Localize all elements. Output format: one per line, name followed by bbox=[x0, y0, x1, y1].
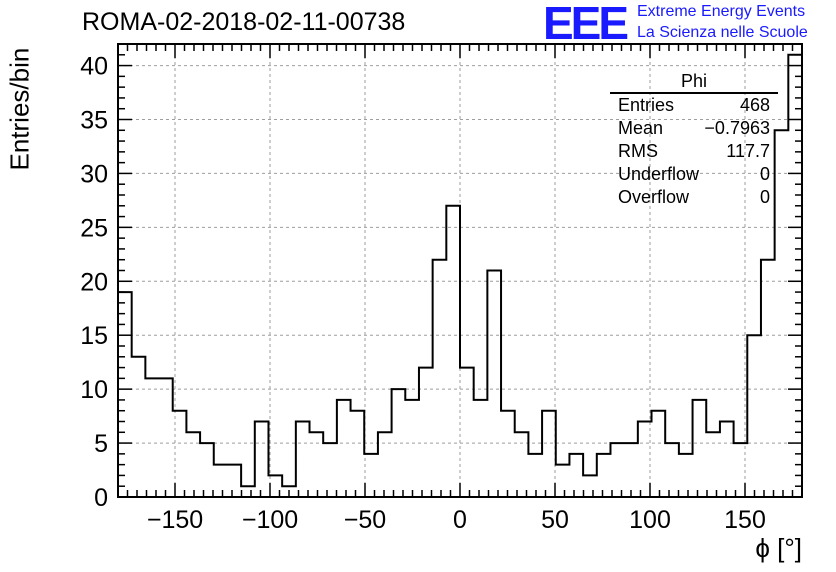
histogram-bin bbox=[145, 378, 159, 497]
histogram-bin bbox=[474, 400, 488, 497]
histogram-bin bbox=[351, 411, 365, 497]
chart-title: ROMA-02-2018-02-11-00738 bbox=[82, 8, 406, 36]
x-tick-label: 0 bbox=[453, 506, 467, 534]
x-tick-label: −50 bbox=[344, 506, 386, 534]
x-tick-label: 100 bbox=[629, 506, 671, 534]
stats-label: Mean bbox=[618, 118, 664, 138]
histogram-bin bbox=[392, 389, 406, 497]
histogram-bin bbox=[597, 454, 611, 497]
histogram-bin bbox=[446, 206, 460, 497]
histogram-bin bbox=[693, 400, 707, 497]
histogram-bin bbox=[583, 475, 597, 497]
histogram-bin bbox=[528, 454, 542, 497]
y-tick-label: 40 bbox=[80, 53, 108, 81]
histogram-bin bbox=[433, 260, 447, 497]
stats-label: Overflow bbox=[618, 187, 690, 207]
stats-value: −0.7963 bbox=[704, 118, 770, 138]
histogram-bin bbox=[720, 422, 734, 498]
histogram-bin bbox=[132, 357, 146, 497]
histogram-bin bbox=[665, 443, 679, 497]
histogram-bin bbox=[652, 411, 666, 497]
histogram-bin bbox=[227, 465, 241, 497]
y-tick-label: 0 bbox=[94, 484, 108, 512]
histogram-bin bbox=[310, 432, 324, 497]
histogram-bin bbox=[405, 400, 419, 497]
stats-row-underflow: Underflow 0 bbox=[610, 163, 778, 186]
histogram-bin bbox=[214, 465, 228, 497]
histogram-bin bbox=[761, 260, 775, 497]
brand-line-1: Extreme Energy Events bbox=[637, 3, 806, 20]
histogram-bin bbox=[200, 443, 214, 497]
stats-value: 0 bbox=[759, 164, 770, 184]
histogram-outline bbox=[117, 53, 803, 497]
eee-logo: EEE bbox=[543, 0, 629, 49]
histogram-bin bbox=[706, 432, 720, 497]
stats-value: 117.7 bbox=[726, 141, 770, 161]
stats-label: RMS bbox=[618, 141, 658, 161]
histogram-bin bbox=[118, 292, 132, 497]
y-axis-label: Entries/bin bbox=[4, 47, 35, 171]
histogram-bin bbox=[159, 378, 173, 497]
histogram-bin bbox=[487, 271, 501, 498]
histogram-bin bbox=[364, 454, 378, 497]
y-tick-label: 15 bbox=[80, 322, 108, 350]
histogram-bin bbox=[747, 335, 761, 497]
histogram-bin bbox=[624, 443, 638, 497]
histogram-bin bbox=[419, 368, 433, 497]
stats-label: Entries bbox=[618, 95, 675, 115]
stats-row-mean: Mean −0.7963 bbox=[610, 117, 778, 140]
histogram-bin bbox=[460, 368, 474, 497]
stats-value: 0 bbox=[759, 187, 770, 207]
y-tick-label: 10 bbox=[80, 376, 108, 404]
histogram-bin bbox=[542, 411, 556, 497]
histogram-bin bbox=[296, 422, 310, 498]
histogram-bin bbox=[501, 411, 515, 497]
stats-value: 468 bbox=[739, 95, 770, 115]
histogram-bin bbox=[186, 432, 200, 497]
histogram-bin bbox=[610, 443, 624, 497]
x-tick-label: −100 bbox=[242, 506, 298, 534]
y-tick-label: 35 bbox=[80, 107, 108, 135]
histogram-bin bbox=[337, 400, 351, 497]
histogram-bin bbox=[378, 432, 392, 497]
stats-label: Underflow bbox=[618, 164, 700, 184]
histogram-bin bbox=[556, 465, 570, 497]
x-tick-label: 150 bbox=[724, 506, 766, 534]
histogram-bin bbox=[515, 432, 529, 497]
y-tick-label: 20 bbox=[80, 268, 108, 296]
y-tick-label: 25 bbox=[80, 214, 108, 242]
y-tick-label: 30 bbox=[80, 160, 108, 188]
stats-row-rms: RMS 117.7 bbox=[610, 140, 778, 163]
stats-box: Phi Entries 468 Mean −0.7963 RMS 117.7 U… bbox=[610, 70, 778, 209]
stats-title: Phi bbox=[610, 70, 778, 94]
x-axis-label: ϕ [°] bbox=[755, 533, 802, 563]
stats-row-entries: Entries 468 bbox=[610, 94, 778, 117]
stats-row-overflow: Overflow 0 bbox=[610, 186, 778, 209]
x-tick-label: −150 bbox=[147, 506, 203, 534]
histogram-bin bbox=[255, 422, 269, 498]
histogram-bin bbox=[788, 55, 802, 497]
x-tick-label: 50 bbox=[541, 506, 569, 534]
histogram-bin bbox=[323, 443, 337, 497]
histogram-bin bbox=[569, 454, 583, 497]
histogram-bin bbox=[679, 454, 693, 497]
histogram-bin bbox=[241, 486, 255, 497]
brand-line-2: La Scienza nelle Scuole bbox=[637, 24, 808, 41]
y-tick-label: 5 bbox=[94, 430, 108, 458]
